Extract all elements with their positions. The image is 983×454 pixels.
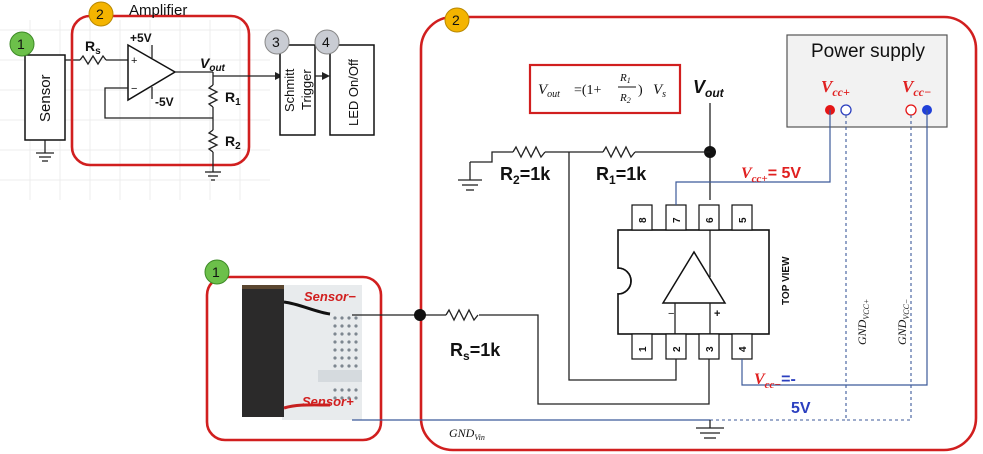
pin-2: 2 bbox=[672, 346, 683, 352]
resistor-r1 bbox=[207, 84, 219, 108]
svg-text:): ) bbox=[638, 83, 643, 98]
rs-label: R bbox=[85, 38, 95, 54]
ic-bottom-pins: 1 2 3 4 bbox=[631, 333, 753, 360]
svg-text:=(1+: =(1+ bbox=[574, 83, 602, 98]
amp-r2-sub: 2 bbox=[235, 141, 241, 152]
power-supply-title: Power supply bbox=[811, 41, 926, 62]
gain-formula: Vout =(1+ R1 R2 ) Vs bbox=[538, 72, 666, 105]
sensor-photo-panel: Sensor− Sensor+ 1 bbox=[204, 259, 383, 442]
gnd-vccp-label: GNDVCC+ bbox=[855, 299, 871, 345]
r2-label-main: R2=1k bbox=[500, 164, 551, 187]
formula-box bbox=[528, 63, 682, 115]
amp-vout-label: V bbox=[200, 55, 211, 71]
sensor-black-wire bbox=[283, 300, 331, 316]
amp-r1-sub: 1 bbox=[235, 97, 241, 108]
svg-text:Vout: Vout bbox=[538, 82, 560, 100]
sensor-plus-label: Sensor+ bbox=[302, 394, 354, 409]
ic-top-view: TOP VIEW bbox=[781, 256, 792, 305]
rs-sub: s bbox=[95, 46, 101, 57]
power-supply-box bbox=[786, 34, 948, 128]
ic-opamp-triangle bbox=[661, 250, 727, 304]
svg-text:+: + bbox=[131, 55, 137, 67]
sensor-label: Sensor bbox=[37, 74, 54, 122]
sensor-minus-label: Sensor− bbox=[304, 289, 356, 304]
ground-r2 bbox=[458, 179, 482, 191]
led-box bbox=[329, 44, 375, 136]
pin-7: 7 bbox=[672, 217, 683, 223]
resistor-rs-main bbox=[445, 308, 479, 322]
svg-text:2: 2 bbox=[452, 12, 460, 28]
vcc-neg-main-val: 5V bbox=[791, 400, 811, 417]
badge-sensor: 1 bbox=[9, 31, 35, 57]
gnd-vin-label: GNDVin bbox=[449, 426, 485, 442]
main-circuit-panel: 2 Vout =(1+ R1 R2 ) Vs Vout Power supply… bbox=[352, 7, 978, 452]
resistor-r1-main bbox=[602, 145, 636, 159]
amplifier-title: Amplifier bbox=[129, 2, 187, 19]
r1-label-main: R1=1k bbox=[596, 164, 647, 187]
svg-text:R2: R2 bbox=[619, 92, 631, 105]
ps-vcc-pos-label: Vcc+ bbox=[821, 77, 850, 99]
ic-top-pins: 8 7 6 5 bbox=[631, 204, 753, 231]
ground-main bbox=[696, 427, 724, 439]
ps-vcc-neg-label: Vcc− bbox=[902, 77, 931, 99]
ic-pin-plus: + bbox=[714, 308, 720, 320]
badge-sensor-photo: 1 bbox=[204, 259, 230, 285]
svg-text:2: 2 bbox=[96, 6, 104, 22]
sensor-photo-frame bbox=[205, 275, 383, 442]
amp-vout-sub: out bbox=[209, 63, 225, 74]
resistor-r2 bbox=[207, 129, 219, 153]
opamp-symbol bbox=[127, 43, 177, 102]
svg-text:4: 4 bbox=[322, 34, 330, 50]
badge-schmitt: 3 bbox=[264, 29, 290, 55]
svg-text:1: 1 bbox=[17, 36, 25, 52]
svg-text:R1: R1 bbox=[619, 72, 631, 85]
gnd-vccn-label: GNDVCC− bbox=[895, 299, 911, 345]
svg-text:−: − bbox=[131, 83, 137, 95]
grid-background bbox=[0, 20, 270, 200]
amp-r1-label: R bbox=[225, 89, 235, 105]
ic-chip: − + TOP VIEW bbox=[617, 229, 792, 335]
amplifier-frame bbox=[70, 14, 251, 167]
svg-text:R1: R1 bbox=[225, 89, 241, 108]
svg-text:Vout: Vout bbox=[200, 55, 226, 74]
vcc-neg-main-label: Vcc−=- bbox=[754, 371, 796, 391]
sensor-red-wire bbox=[283, 403, 331, 410]
badge-circuit: 2 bbox=[444, 7, 470, 33]
vout-label: Vout bbox=[693, 77, 725, 100]
schmitt-box bbox=[279, 44, 316, 136]
resistor-rs bbox=[79, 54, 107, 66]
ground-symbol bbox=[36, 152, 54, 162]
resistor-r2-main bbox=[512, 145, 546, 159]
vpos-label: +5V bbox=[130, 31, 152, 45]
badge-amplifier: 2 bbox=[88, 1, 114, 27]
pin-5: 5 bbox=[738, 217, 749, 223]
svg-text:R2: R2 bbox=[225, 133, 241, 152]
pin-3: 3 bbox=[705, 346, 716, 352]
pin-6: 6 bbox=[705, 217, 716, 223]
schmitt-label-1: Schmitt bbox=[282, 68, 297, 112]
sensor-body bbox=[242, 285, 284, 417]
svg-text:1: 1 bbox=[212, 264, 220, 280]
top-schematic: Sensor Rs + − +5V -5V Vout R1 R2 Amplifi… bbox=[0, 1, 375, 200]
circuit-frame bbox=[419, 15, 978, 452]
ic-pin-minus: − bbox=[668, 308, 674, 320]
amp-r2-label: R bbox=[225, 133, 235, 149]
vcc-pos-main-label: Vcc+= 5V bbox=[741, 165, 801, 185]
pin-1: 1 bbox=[638, 346, 649, 352]
ps-gnd-pos-terminal bbox=[840, 104, 852, 116]
schmitt-label-2: Trigger bbox=[299, 69, 314, 110]
pin-8: 8 bbox=[638, 217, 649, 223]
rs-label-main: Rs=1k bbox=[450, 340, 501, 363]
badge-led: 4 bbox=[314, 29, 340, 55]
svg-text:Vs: Vs bbox=[653, 82, 666, 100]
vneg-label: -5V bbox=[155, 95, 174, 109]
svg-text:3: 3 bbox=[272, 34, 280, 50]
svg-text:Rs: Rs bbox=[85, 38, 101, 57]
led-label: LED On/Off bbox=[346, 59, 361, 126]
pin-4: 4 bbox=[738, 346, 749, 352]
rs-node bbox=[414, 309, 426, 321]
ps-gnd-neg-terminal bbox=[905, 104, 917, 116]
